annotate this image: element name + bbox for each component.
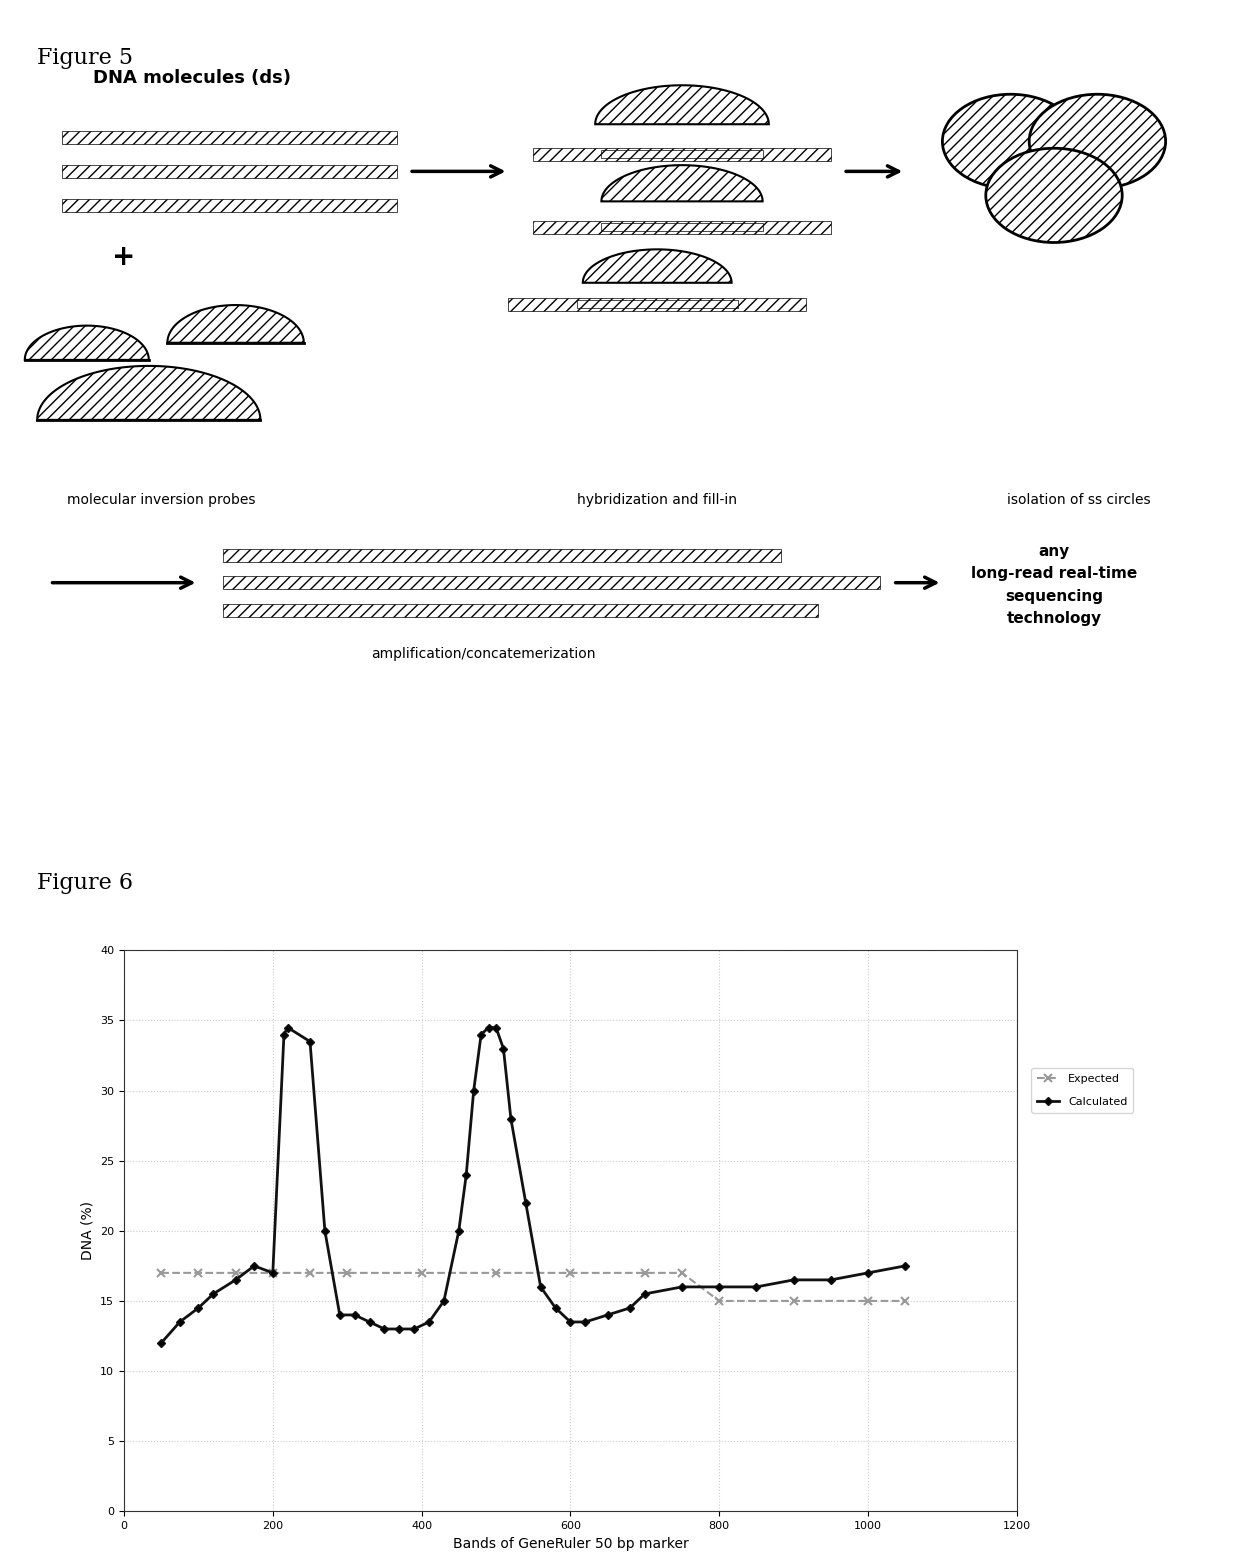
Calculated: [459, 1165, 474, 1184]
Expected: [191, 1264, 206, 1282]
Calculated: [786, 1271, 801, 1290]
Calculated: [377, 1320, 392, 1338]
Expected: [712, 1292, 727, 1310]
Expected: [154, 1264, 169, 1282]
Calculated: [206, 1284, 221, 1302]
Calculated: [823, 1271, 838, 1290]
Polygon shape: [601, 165, 763, 201]
Text: hybridization and fill-in: hybridization and fill-in: [577, 492, 738, 506]
Legend: Expected, Calculated: Expected, Calculated: [1032, 1069, 1133, 1112]
Text: Figure 6: Figure 6: [37, 872, 133, 894]
FancyBboxPatch shape: [601, 151, 763, 157]
Calculated: [317, 1221, 332, 1240]
Expected: [637, 1264, 652, 1282]
Calculated: [228, 1271, 243, 1290]
Calculated: [518, 1193, 533, 1212]
FancyBboxPatch shape: [533, 148, 831, 160]
Calculated: [548, 1299, 563, 1318]
Expected: [489, 1264, 503, 1282]
Calculated: [422, 1312, 436, 1331]
FancyBboxPatch shape: [601, 223, 763, 231]
Calculated: [749, 1278, 764, 1296]
Calculated: [474, 1025, 489, 1044]
Calculated: [600, 1306, 615, 1324]
Calculated: [489, 1019, 503, 1038]
Text: isolation of ss circles: isolation of ss circles: [1007, 492, 1151, 506]
Calculated: [392, 1320, 407, 1338]
Calculated: [712, 1278, 727, 1296]
Line: Calculated: Calculated: [159, 1025, 908, 1346]
Text: molecular inversion probes: molecular inversion probes: [67, 492, 255, 506]
Text: Figure 5: Figure 5: [37, 47, 133, 69]
FancyBboxPatch shape: [533, 221, 831, 234]
Line: Expected: Expected: [157, 1268, 909, 1306]
Polygon shape: [167, 305, 304, 343]
FancyBboxPatch shape: [62, 131, 397, 143]
Expected: [414, 1264, 429, 1282]
Calculated: [503, 1109, 518, 1128]
Calculated: [675, 1278, 689, 1296]
Polygon shape: [595, 86, 769, 125]
Calculated: [347, 1306, 362, 1324]
Text: any
long-read real-time
sequencing
technology: any long-read real-time sequencing techn…: [971, 544, 1137, 626]
Expected: [861, 1292, 875, 1310]
Calculated: [280, 1019, 295, 1038]
Polygon shape: [37, 366, 260, 421]
Expected: [228, 1264, 243, 1282]
Calculated: [303, 1033, 317, 1052]
Expected: [303, 1264, 317, 1282]
Calculated: [481, 1019, 496, 1038]
Calculated: [277, 1025, 291, 1044]
Calculated: [332, 1306, 347, 1324]
Calculated: [563, 1312, 578, 1331]
Calculated: [898, 1256, 913, 1274]
Expected: [675, 1264, 689, 1282]
Text: amplification/concatemerization: amplification/concatemerization: [371, 647, 596, 661]
Calculated: [578, 1312, 593, 1331]
Y-axis label: DNA (%): DNA (%): [81, 1201, 94, 1260]
Circle shape: [942, 95, 1079, 189]
Calculated: [533, 1278, 548, 1296]
Calculated: [436, 1292, 451, 1310]
Circle shape: [986, 148, 1122, 243]
Polygon shape: [583, 249, 732, 284]
FancyBboxPatch shape: [577, 301, 738, 308]
Text: DNA molecules (ds): DNA molecules (ds): [93, 69, 291, 87]
Text: +: +: [113, 243, 135, 271]
Calculated: [362, 1312, 377, 1331]
FancyBboxPatch shape: [223, 576, 880, 589]
FancyBboxPatch shape: [223, 548, 781, 562]
Calculated: [247, 1256, 262, 1274]
Expected: [265, 1264, 280, 1282]
Polygon shape: [25, 326, 149, 360]
Expected: [786, 1292, 801, 1310]
FancyBboxPatch shape: [223, 603, 818, 617]
Calculated: [451, 1221, 466, 1240]
Calculated: [637, 1284, 652, 1302]
FancyBboxPatch shape: [62, 199, 397, 212]
Calculated: [622, 1299, 637, 1318]
Calculated: [191, 1299, 206, 1318]
Expected: [898, 1292, 913, 1310]
Calculated: [172, 1312, 187, 1331]
Circle shape: [1029, 95, 1166, 189]
Calculated: [407, 1320, 422, 1338]
Calculated: [496, 1039, 511, 1058]
FancyBboxPatch shape: [508, 298, 806, 310]
X-axis label: Bands of GeneRuler 50 bp marker: Bands of GeneRuler 50 bp marker: [453, 1536, 688, 1550]
FancyBboxPatch shape: [62, 165, 397, 178]
Calculated: [466, 1081, 481, 1100]
Expected: [563, 1264, 578, 1282]
Calculated: [265, 1264, 280, 1282]
Expected: [340, 1264, 355, 1282]
Calculated: [861, 1264, 875, 1282]
Calculated: [154, 1334, 169, 1352]
